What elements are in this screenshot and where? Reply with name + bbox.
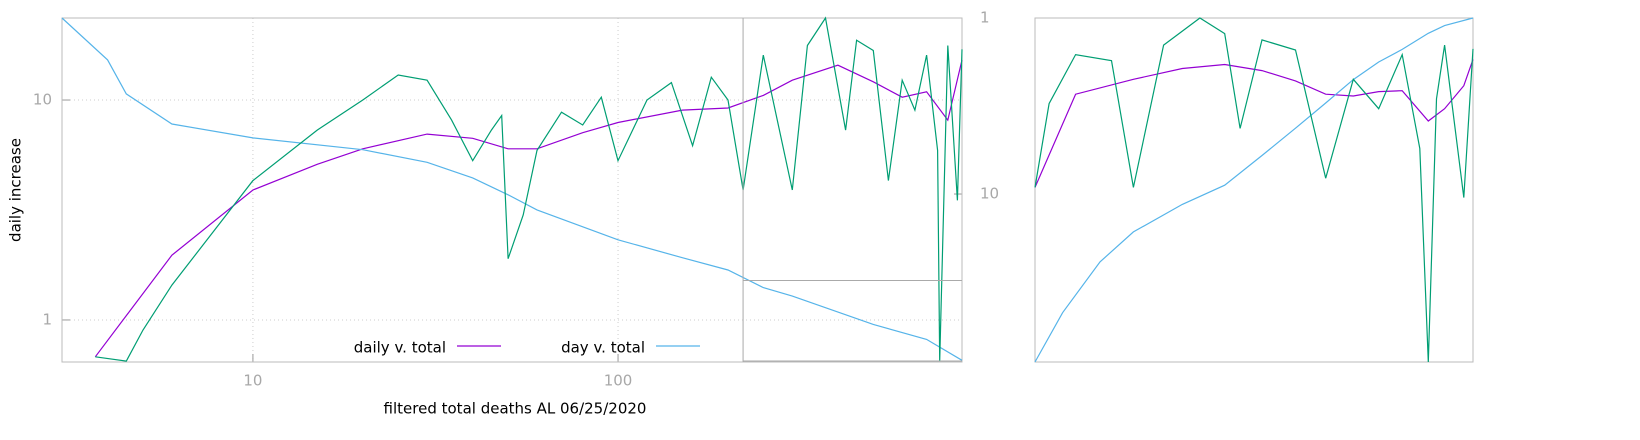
legend-label: daily v. total: [354, 339, 446, 357]
series-line: [1034, 17, 1474, 363]
y-tick-label: 1: [42, 310, 52, 328]
x-tick-label: 10: [243, 372, 262, 390]
y-tick-label: 10: [33, 91, 52, 109]
legend-label: day v. total: [561, 339, 645, 357]
x-axis-label: filtered total deaths AL 06/25/2020: [384, 400, 647, 418]
series-line: [95, 16, 963, 362]
x-tick-label: 100: [604, 372, 633, 390]
y2-tick-label: 1: [980, 9, 990, 27]
series-line: [1034, 17, 1474, 363]
y-axis-label: daily increase: [7, 138, 25, 242]
plot-frame: [1034, 17, 1474, 363]
plot-frame: [61, 17, 963, 363]
series-line: [61, 17, 963, 361]
series-line: [94, 59, 963, 358]
series-line: [1034, 59, 1474, 188]
y2-tick-label: 10: [980, 185, 999, 203]
